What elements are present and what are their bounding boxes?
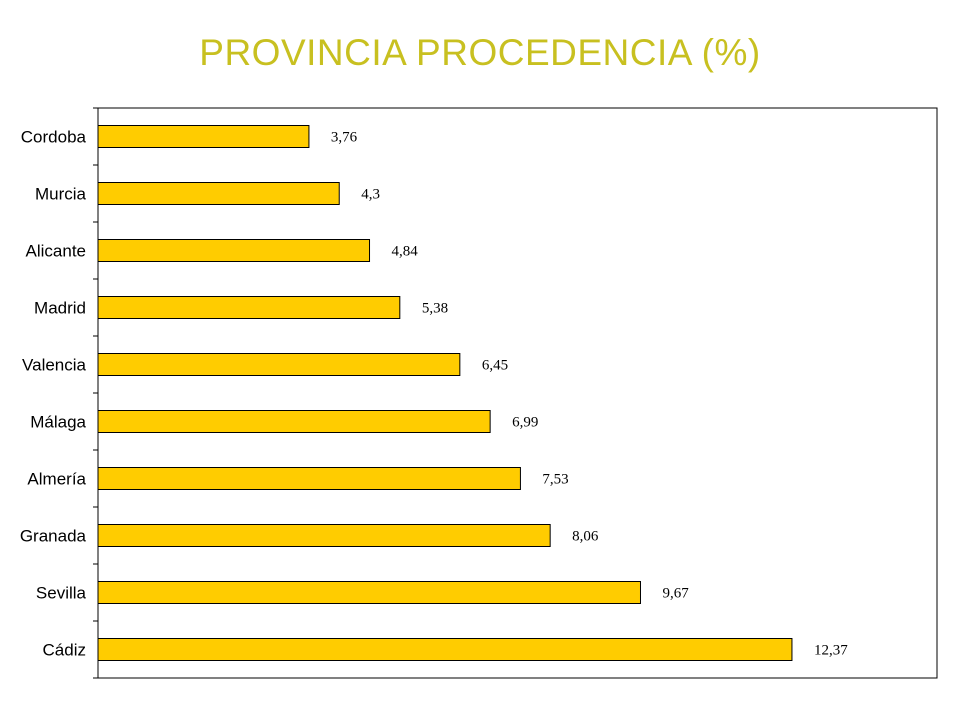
category-label: Almería [27, 470, 86, 489]
bar [97, 296, 401, 319]
value-label: 6,45 [482, 358, 508, 374]
bar [97, 581, 641, 604]
value-label: 9,67 [662, 586, 689, 602]
value-label: 12,37 [814, 643, 848, 659]
value-label: 4,3 [361, 187, 380, 203]
category-label: Valencia [22, 356, 86, 375]
value-labels-group: 3,76 4,3 4,84 5,38 6,45 6,99 7,53 8,06 9,67 12,37 [331, 130, 848, 659]
category-label: Sevilla [36, 584, 87, 603]
value-label: 8,06 [572, 529, 599, 545]
category-label: Alicante [26, 242, 86, 261]
value-label: 7,53 [542, 472, 568, 488]
value-label: 4,84 [392, 244, 419, 260]
category-label: Málaga [30, 413, 86, 432]
bar [97, 239, 371, 262]
value-label: 5,38 [422, 301, 448, 317]
category-label: Cádiz [43, 641, 86, 660]
category-label: Cordoba [21, 128, 87, 147]
bar [97, 638, 793, 661]
chart-title: PROVINCIA PROCEDENCIA (%) [199, 32, 761, 73]
bar [97, 467, 521, 490]
bar [97, 125, 310, 148]
bars-group [97, 125, 793, 661]
axis-ticks [93, 107, 98, 679]
category-label: Madrid [34, 299, 86, 318]
bar [97, 182, 340, 205]
category-label: Murcia [35, 185, 87, 204]
category-label: Granada [20, 527, 87, 546]
bar [97, 524, 551, 547]
bar [97, 410, 491, 433]
bar [97, 353, 461, 376]
value-label: 3,76 [331, 130, 358, 146]
category-labels-group: Cordoba Murcia Alicante Madrid Valencia Málag… [20, 128, 87, 660]
value-label: 6,99 [512, 415, 538, 431]
